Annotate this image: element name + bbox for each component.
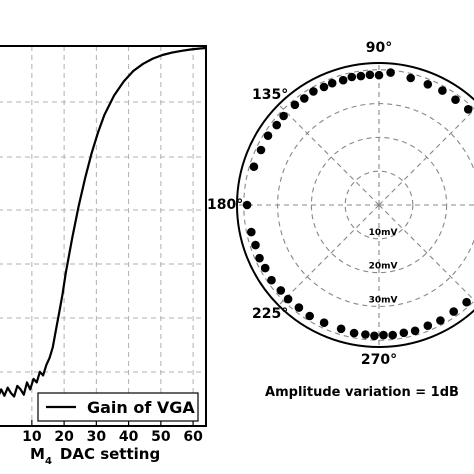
line-chart-grid [0,46,206,426]
polar-data-point [276,286,286,295]
line-chart-legend: Gain of VGA [37,392,199,422]
x-tick-label: 20 [54,429,74,445]
polar-data-point [249,162,259,171]
polar-data-point [370,331,379,341]
polar-data-point [267,275,276,285]
polar-data-point [406,73,416,83]
polar-data-point [463,105,473,114]
polar-spoke [278,204,380,306]
x-tick-label: 30 [87,429,107,445]
polar-radial-label: 30mV [369,295,398,305]
polar-data-point [294,303,304,312]
polar-radial-label: 10mV [369,228,398,238]
legend-entry-gain-of-vga: Gain of VGA [87,398,195,417]
polar-angle-label: 270° [361,352,397,368]
polar-caption: Amplitude variation = 1dB [265,385,459,400]
x-tick-label: 60 [183,429,203,445]
polar-data-point [399,328,409,338]
gain-line-chart: 10 20 30 40 50 60 Gain of VGA M4 DAC setting [0,45,207,467]
polar-data-point [247,227,256,237]
polar-data-point [242,200,252,210]
x-tick-label: 50 [151,429,171,445]
polar-spoke [278,104,380,206]
polar-data-point [309,87,318,96]
polar-scatter-chart: 90° 135° 180° 225° 270° 10mV 20mV 30mV Amplitu… [207,40,474,400]
polar-grid [237,63,474,347]
polar-data-point [327,78,337,88]
x-axis-label-symbol: M [30,445,45,463]
polar-data-point [361,330,370,339]
x-axis-label-subscript: 4 [45,456,52,467]
polar-data-point [283,294,293,304]
polar-radial-labels: 10mV 20mV 30mV [369,228,398,306]
polar-angle-label: 90° [366,40,392,56]
polar-radial-label: 20mV [369,262,398,272]
x-axis-label-text: DAC setting [60,445,160,463]
polar-data-point [255,253,264,263]
polar-data-point [256,145,266,155]
polar-data-point [449,307,459,316]
polar-data-point [365,70,375,80]
polar-data-points [242,68,473,341]
polar-data-point [336,324,346,334]
polar-angle-labels: 90° 135° 180° 225° 270° [207,40,397,368]
polar-data-point [462,297,471,307]
polar-data-point [260,263,270,273]
polar-data-point [290,100,300,110]
polar-data-point [356,71,366,81]
polar-data-point [263,131,273,140]
polar-data-point [423,80,433,89]
line-chart-x-ticks: 10 20 30 40 50 60 [22,420,203,445]
gain-of-vga-series-line [0,46,207,398]
polar-data-point [319,318,329,328]
polar-outer-frame [236,62,474,348]
polar-spoke [378,204,474,301]
polar-data-point [251,240,260,250]
polar-data-point [374,70,384,80]
polar-data-point [279,111,288,121]
line-chart-frame [0,45,207,427]
polar-data-point [272,120,282,130]
line-chart-x-axis-label: M4 DAC setting [30,445,160,467]
polar-spoke [378,109,474,206]
polar-data-point [319,82,329,92]
x-tick-label: 10 [22,429,42,445]
polar-data-point [347,72,357,82]
polar-data-point [379,330,388,340]
polar-angle-label: 225° [252,306,288,322]
polar-data-point [386,68,395,77]
x-tick-label: 40 [119,429,139,445]
polar-data-point [338,75,348,85]
polar-data-point [300,94,309,103]
polar-data-point [436,316,445,325]
polar-data-point [438,86,447,95]
polar-angle-label: 180° [207,197,243,213]
polar-data-point [349,328,359,338]
polar-data-point [451,95,460,104]
polar-data-point [423,321,433,331]
polar-data-point [410,326,420,336]
polar-data-point [388,330,398,340]
polar-angle-label: 135° [252,87,288,103]
polar-data-point [305,311,315,321]
polar-ring [344,170,414,240]
